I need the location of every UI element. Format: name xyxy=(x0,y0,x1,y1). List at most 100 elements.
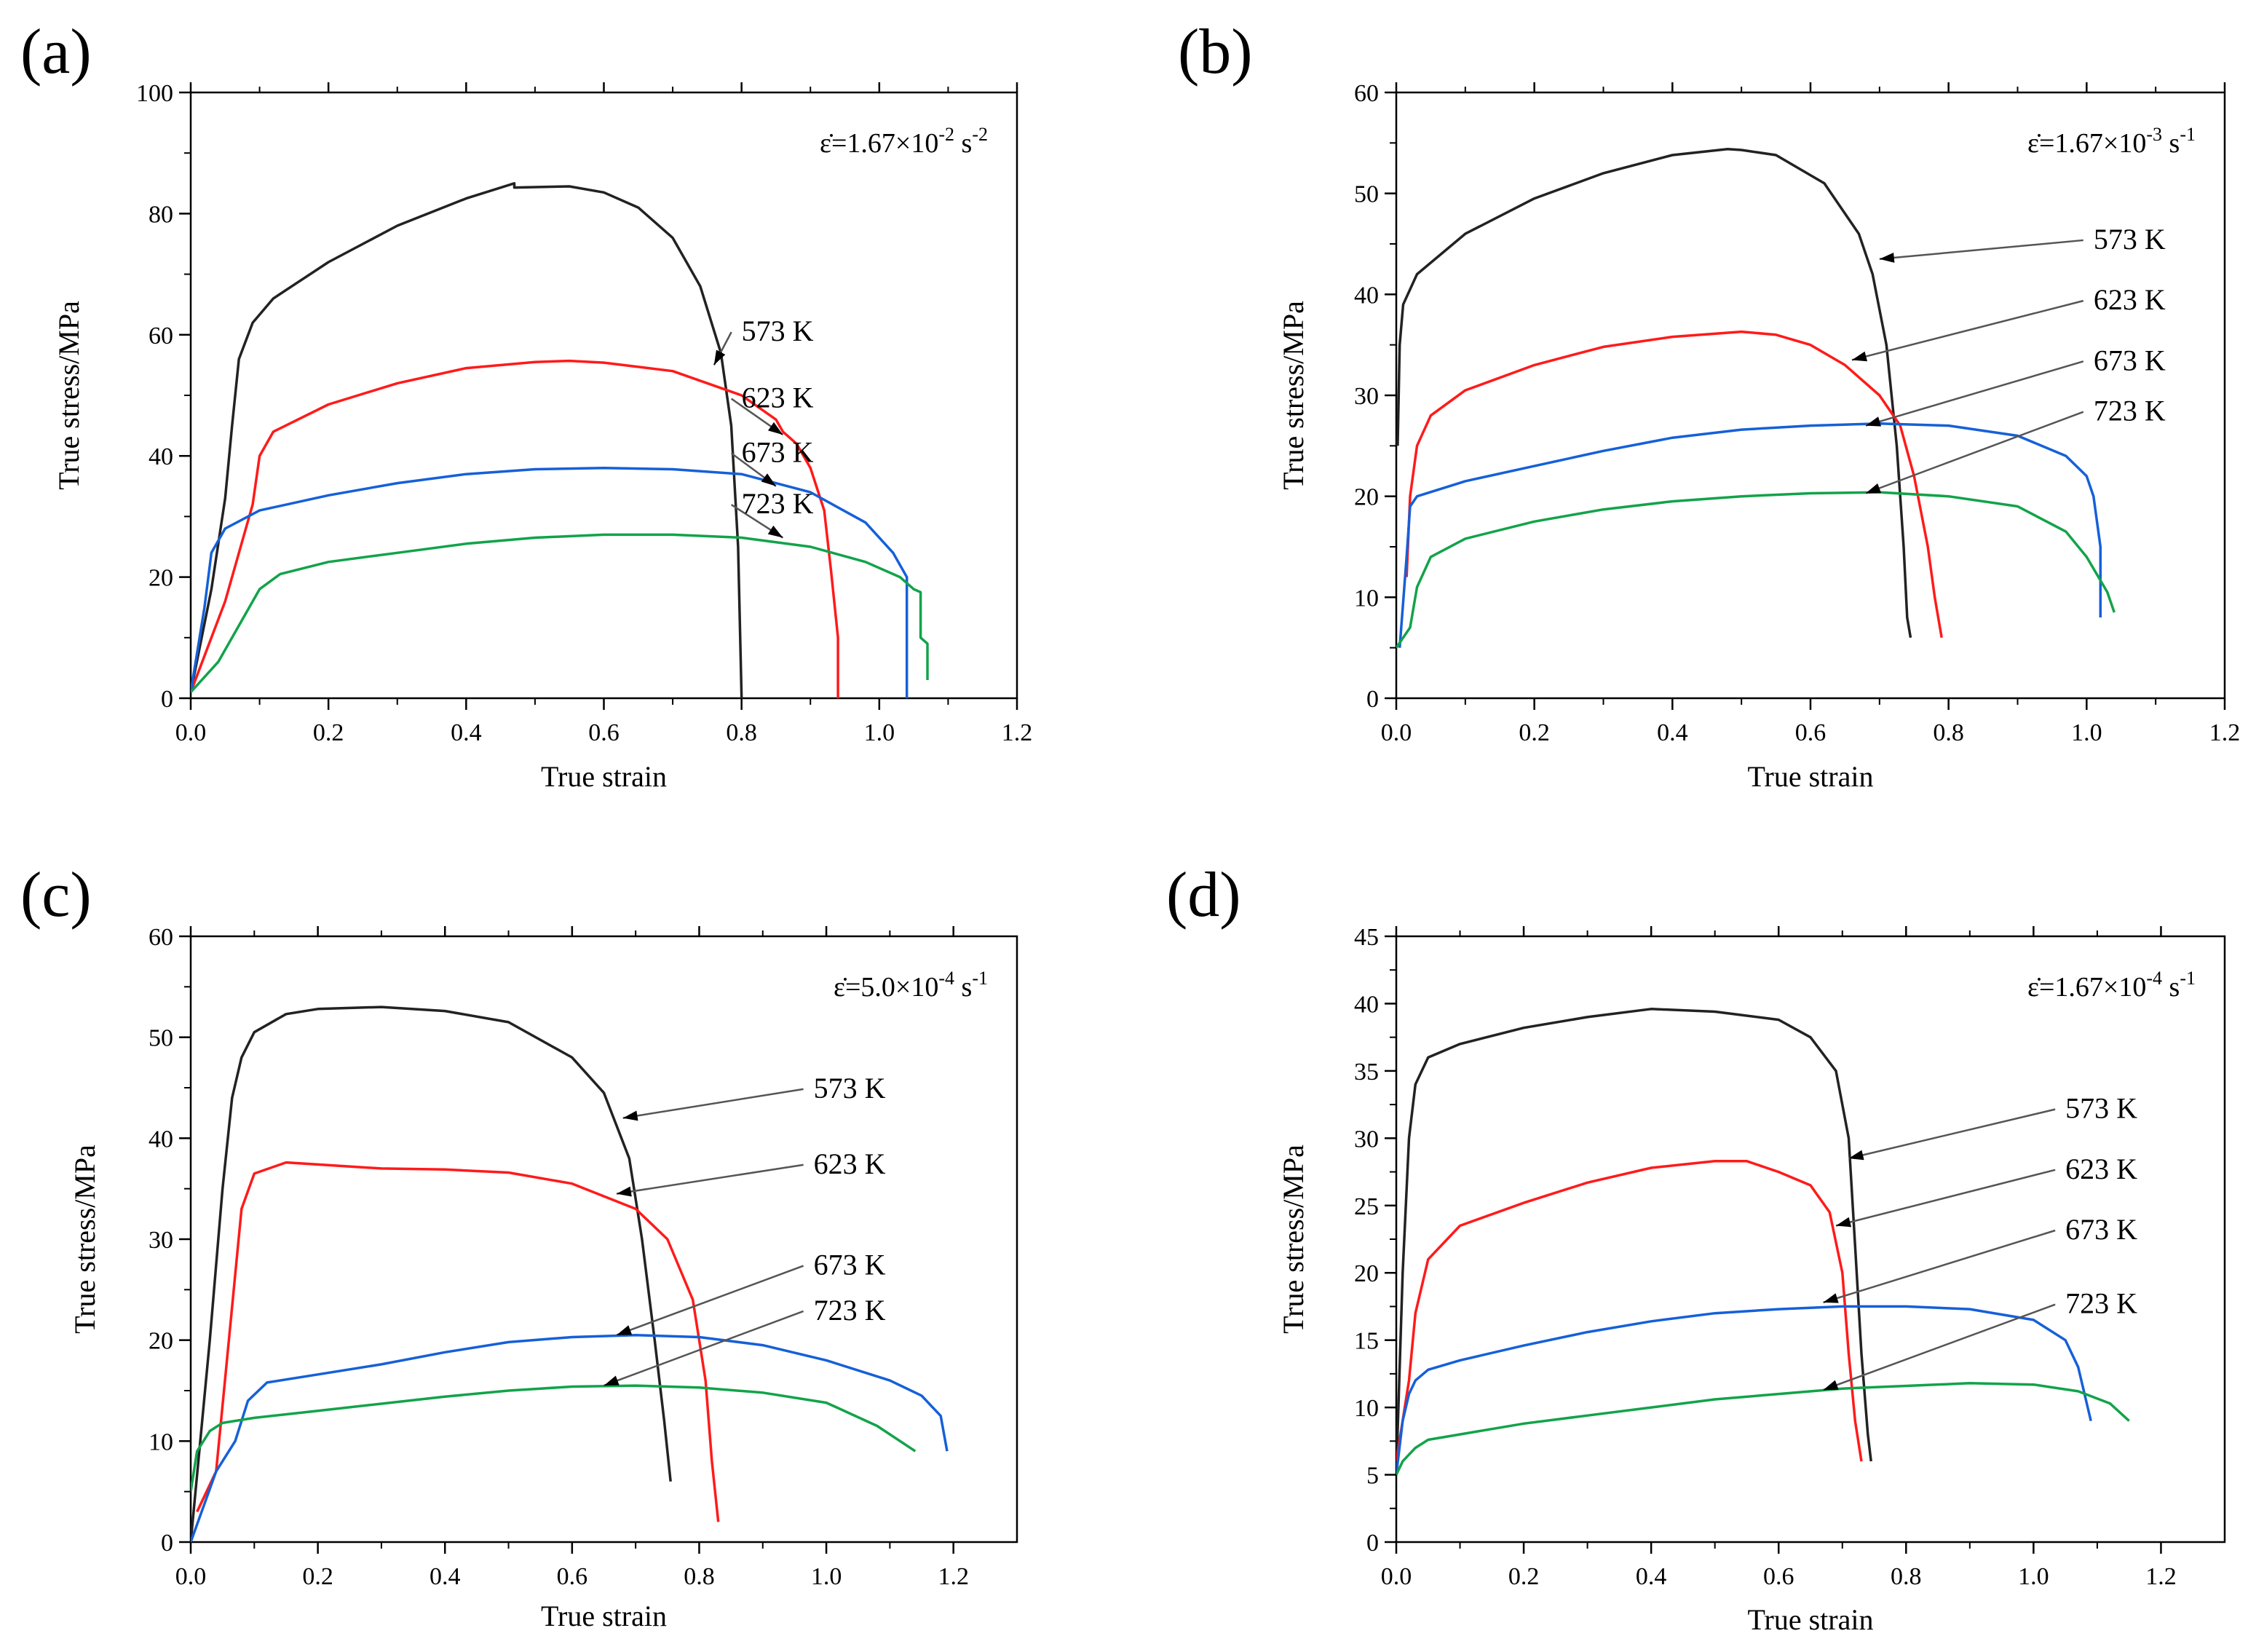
series-line-623k xyxy=(1396,1160,1863,1462)
y-tick-label: 10 xyxy=(149,1428,173,1455)
y-tick-label: 10 xyxy=(1354,1395,1379,1422)
y-tick-label: 35 xyxy=(1354,1059,1379,1086)
x-tick-label: 1.0 xyxy=(864,719,895,746)
annotation-leader xyxy=(616,1265,804,1336)
x-axis-title: True strain xyxy=(541,760,667,793)
y-tick-label: 60 xyxy=(149,924,173,951)
y-axis-title: True stress/MPa xyxy=(52,301,85,490)
y-tick-label: 15 xyxy=(1354,1328,1379,1355)
panel-c: (c) 0.0 0.2 0.4 0.6 0.8 1.0 1.2 0 10 20 30 40 50 60 Tru… xyxy=(20,860,1018,1632)
annotation-label: 723 K xyxy=(2094,395,2166,427)
panel-label: (c) xyxy=(20,860,92,930)
y-tick-label: 30 xyxy=(1354,1126,1379,1153)
annotation-arrowhead xyxy=(761,473,776,486)
panel-label: (a) xyxy=(20,17,92,87)
y-axis-title: True stress/MPa xyxy=(1277,301,1310,490)
x-tick-label: 1.0 xyxy=(2018,1563,2049,1590)
y-tick-label: 60 xyxy=(149,323,173,349)
x-tick-label: 1.2 xyxy=(1002,719,1033,746)
strain-rate-label: ε̇=1.67×10-3 s-1 xyxy=(2027,124,2196,159)
annotation-arrowhead xyxy=(768,422,783,435)
annotation-label: 723 K xyxy=(742,487,814,520)
y-tick-label: 40 xyxy=(149,443,173,470)
annotation-label: 723 K xyxy=(2065,1287,2137,1320)
panel-label: (d) xyxy=(1166,860,1241,930)
series-line-723k xyxy=(1396,491,2116,649)
annotation-arrowhead xyxy=(1879,252,1895,263)
x-tick-label: 0.0 xyxy=(175,1563,207,1590)
x-tick-label: 0.0 xyxy=(175,719,207,746)
y-tick-label: 0 xyxy=(1366,686,1379,713)
annotation-arrowhead xyxy=(1851,351,1868,362)
x-axis-title: True strain xyxy=(1748,1603,1874,1636)
annotation-label: 623 K xyxy=(2094,283,2166,316)
annotation-label: 673 K xyxy=(814,1249,886,1281)
y-tick-label: 25 xyxy=(1354,1193,1379,1220)
x-tick-label: 1.2 xyxy=(2209,719,2241,746)
series-line-573k xyxy=(191,182,743,698)
y-tick-label: 10 xyxy=(1354,585,1379,612)
y-axis-title: True stress/MPa xyxy=(68,1145,101,1334)
y-tick-label: 20 xyxy=(1354,484,1379,511)
y-tick-label: 50 xyxy=(1354,181,1379,208)
x-tick-label: 0.4 xyxy=(1657,719,1688,746)
y-tick-label: 50 xyxy=(149,1025,173,1052)
annotation-label: 573 K xyxy=(742,315,814,347)
annotation-leader xyxy=(1848,1108,2056,1160)
y-tick-label: 100 xyxy=(136,80,173,107)
panel-label: (b) xyxy=(1178,17,1253,87)
series-line-673k xyxy=(1398,422,2102,648)
annotation-leader xyxy=(1865,360,2084,427)
annotation-leader xyxy=(1879,239,2083,261)
annotation-label: 623 K xyxy=(814,1147,886,1180)
y-tick-label: 40 xyxy=(1354,282,1379,309)
series-line-623k xyxy=(1405,330,1943,639)
annotation-arrowhead xyxy=(1848,1150,1864,1161)
series-group xyxy=(1396,147,2116,649)
y-tick-label: 45 xyxy=(1354,924,1379,951)
annotation-leader xyxy=(603,1310,804,1387)
x-tick-label: 0.6 xyxy=(588,719,620,746)
x-tick-label: 0.8 xyxy=(684,1563,715,1590)
panel-d: (d) 0.0 0.2 0.4 0.6 0.8 1.0 1.2 0 5 10 15 20 25 30 35 40… xyxy=(1166,860,2226,1636)
y-tick-label: 20 xyxy=(149,565,173,592)
series-line-723k xyxy=(191,1384,917,1492)
y-axis-title: True stress/MPa xyxy=(1277,1145,1310,1334)
annotation-leader xyxy=(1823,1229,2056,1304)
x-tick-label: 0.8 xyxy=(726,719,757,746)
annotation-arrowhead xyxy=(767,525,783,538)
strain-rate-label: ε̇=1.67×10-2 s-2 xyxy=(820,124,988,159)
series-line-673k xyxy=(191,1333,949,1542)
annotation-label: 673 K xyxy=(2065,1213,2137,1246)
series-group xyxy=(191,1005,949,1542)
annotation-arrowhead xyxy=(1836,1217,1852,1228)
annotation-leader xyxy=(622,1088,804,1119)
x-tick-label: 0.8 xyxy=(1933,719,1964,746)
x-tick-label: 0.4 xyxy=(430,1563,461,1590)
x-tick-label: 0.2 xyxy=(1508,1563,1540,1590)
annotation-leader xyxy=(1823,1303,2056,1391)
x-tick-label: 0.8 xyxy=(1891,1563,1922,1590)
y-tick-label: 40 xyxy=(1354,991,1379,1018)
y-tick-label: 0 xyxy=(161,1530,173,1557)
y-tick-label: 60 xyxy=(1354,80,1379,107)
x-tick-label: 0.0 xyxy=(1381,1563,1412,1590)
y-tick-label: 80 xyxy=(149,201,173,228)
annotation-label: 573 K xyxy=(2094,223,2166,256)
annotation-arrowhead xyxy=(1823,1293,1839,1303)
plot-frame xyxy=(189,91,1018,700)
annotation-label: 623 K xyxy=(742,382,814,414)
x-tick-label: 0.2 xyxy=(302,1563,333,1590)
y-tick-label: 30 xyxy=(1354,383,1379,410)
annotation-arrowhead xyxy=(1865,416,1882,427)
series-line-673k xyxy=(191,467,909,698)
annotation-label: 573 K xyxy=(814,1072,886,1104)
annotation-label: 623 K xyxy=(2065,1153,2137,1185)
y-tick-label: 20 xyxy=(1354,1260,1379,1287)
x-tick-label: 0.4 xyxy=(451,719,482,746)
y-tick-label: 40 xyxy=(149,1126,173,1153)
annotation-label: 673 K xyxy=(742,436,814,469)
annotation-leader xyxy=(1835,1169,2056,1227)
y-tick-label: 20 xyxy=(149,1328,173,1355)
